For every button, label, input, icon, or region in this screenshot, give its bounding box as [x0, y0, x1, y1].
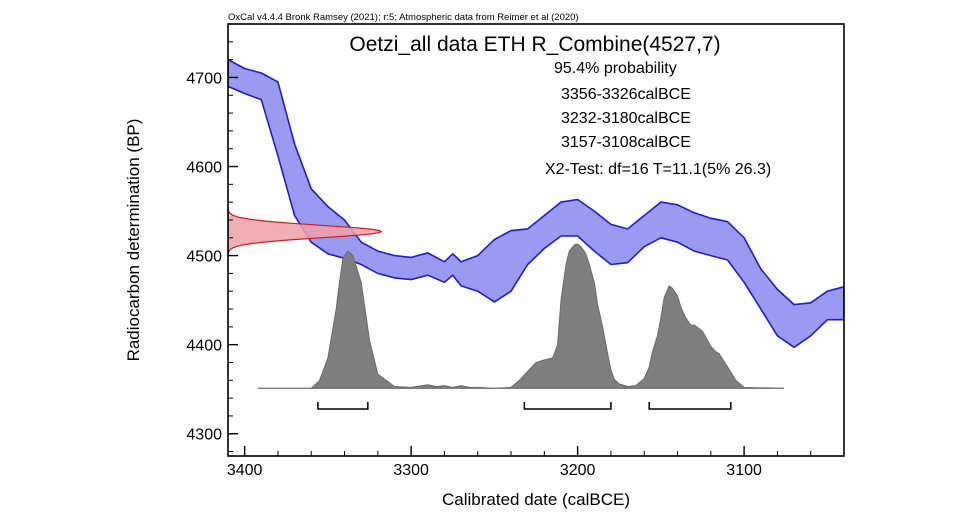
calibration-curve-band [228, 58, 844, 349]
x-tick-label: 3200 [560, 462, 596, 479]
annotation-4: 3157-3108calBCE [561, 134, 691, 151]
plot-frame [227, 23, 845, 457]
plot-content [228, 58, 844, 410]
annotation-3: 3232-3180calBCE [561, 110, 691, 127]
annotation-5: X2-Test: df=16 T=11.1(5% 26.3) [545, 161, 771, 178]
annotation-2: 3356-3326calBCE [561, 86, 691, 103]
x-tick-label: 3400 [227, 462, 263, 479]
annotation-1: 95.4% probability [554, 60, 677, 77]
x-axis-label: Calibrated date (calBCE) [442, 490, 630, 509]
y-tick-label: 4300 [186, 427, 222, 444]
range-bracket-2 [523, 402, 612, 410]
plot-area [228, 58, 844, 410]
x-tick-label: 3100 [726, 462, 762, 479]
range-bracket-1 [317, 402, 369, 410]
y-axis-label: Radiocarbon determination (BP) [124, 119, 143, 362]
y-tick-label: 4700 [186, 70, 222, 87]
posterior-distribution [258, 243, 785, 389]
x-tick-label: 3300 [393, 462, 429, 479]
chart-header: OxCal v4.4.4 Bronk Ramsey (2021); r:5; A… [228, 12, 579, 23]
axis-ticks: 3400 3300 3200 3100 4300 4400 4500 4600 4700 [186, 41, 812, 479]
y-tick-label: 4500 [186, 249, 222, 266]
chart-title: Oetzi_all data ETH R_Combine(4527,7) [349, 33, 720, 56]
range-bracket-3 [648, 402, 732, 410]
y-tick-label: 4400 [186, 338, 222, 355]
annotations: 95.4% probability 3356-3326calBCE 3232-318… [545, 60, 771, 178]
radiocarbon-likelihood [228, 205, 383, 258]
y-tick-label: 4600 [186, 160, 222, 177]
